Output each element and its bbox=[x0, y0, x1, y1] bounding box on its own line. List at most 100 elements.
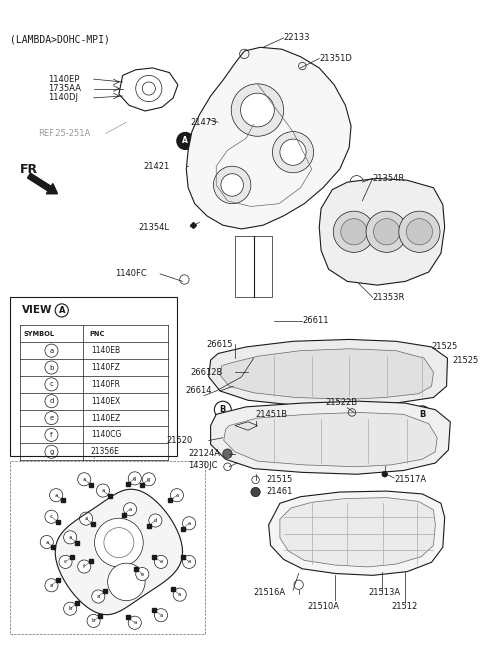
Circle shape bbox=[399, 211, 440, 252]
Text: 1140FZ: 1140FZ bbox=[91, 363, 120, 372]
Text: B: B bbox=[419, 410, 425, 419]
Circle shape bbox=[96, 484, 109, 497]
Polygon shape bbox=[55, 489, 182, 615]
Circle shape bbox=[136, 567, 149, 581]
Text: b: b bbox=[49, 365, 54, 371]
Text: 21510A: 21510A bbox=[307, 602, 339, 611]
Circle shape bbox=[45, 579, 58, 592]
Text: 26615: 26615 bbox=[207, 340, 233, 349]
Text: e: e bbox=[49, 415, 54, 421]
FancyArrow shape bbox=[27, 173, 58, 194]
Text: 26612B: 26612B bbox=[190, 367, 222, 377]
Text: A: A bbox=[59, 306, 65, 315]
Text: a: a bbox=[49, 348, 54, 354]
Text: b: b bbox=[92, 618, 96, 624]
Circle shape bbox=[373, 218, 400, 245]
Text: a: a bbox=[159, 613, 163, 618]
Circle shape bbox=[40, 536, 53, 549]
Circle shape bbox=[64, 602, 77, 615]
Text: 22124A: 22124A bbox=[188, 449, 220, 458]
Circle shape bbox=[170, 489, 183, 502]
Circle shape bbox=[366, 211, 407, 252]
Text: 21354R: 21354R bbox=[372, 174, 405, 183]
Bar bbox=[10, 461, 205, 634]
Circle shape bbox=[87, 614, 100, 628]
Text: REF.25-251A: REF.25-251A bbox=[38, 129, 91, 138]
Bar bbox=[10, 297, 177, 457]
Text: 21353R: 21353R bbox=[372, 293, 405, 302]
Circle shape bbox=[95, 518, 143, 567]
Circle shape bbox=[280, 139, 306, 166]
Circle shape bbox=[155, 555, 168, 569]
Text: 21515: 21515 bbox=[267, 475, 293, 485]
Text: d: d bbox=[154, 518, 157, 523]
Text: VIEW: VIEW bbox=[22, 305, 52, 315]
Text: a: a bbox=[69, 535, 72, 540]
Circle shape bbox=[214, 166, 251, 204]
Text: 21354L: 21354L bbox=[139, 222, 169, 232]
Circle shape bbox=[231, 84, 284, 136]
Text: a: a bbox=[50, 583, 53, 588]
Text: c: c bbox=[50, 514, 53, 519]
Circle shape bbox=[251, 487, 260, 496]
Text: 1735AA: 1735AA bbox=[48, 84, 81, 93]
Text: 21522B: 21522B bbox=[326, 398, 358, 407]
Text: 21512: 21512 bbox=[391, 602, 418, 611]
Text: 21356E: 21356E bbox=[91, 448, 120, 456]
Circle shape bbox=[155, 608, 168, 622]
Text: b: b bbox=[69, 606, 72, 611]
Text: a: a bbox=[45, 540, 48, 545]
Text: 21451B: 21451B bbox=[255, 410, 288, 419]
Circle shape bbox=[78, 473, 91, 486]
Circle shape bbox=[149, 514, 162, 527]
Text: a: a bbox=[188, 521, 191, 526]
Polygon shape bbox=[269, 491, 444, 575]
Circle shape bbox=[80, 512, 93, 525]
Text: 1140EX: 1140EX bbox=[91, 397, 120, 406]
Circle shape bbox=[333, 211, 374, 252]
Text: A: A bbox=[182, 136, 188, 146]
Text: a: a bbox=[133, 620, 136, 625]
Polygon shape bbox=[209, 340, 447, 407]
Polygon shape bbox=[224, 412, 437, 467]
Circle shape bbox=[273, 132, 313, 173]
Text: 21516A: 21516A bbox=[254, 588, 286, 596]
Text: a: a bbox=[84, 516, 88, 521]
Polygon shape bbox=[220, 349, 433, 399]
Circle shape bbox=[78, 560, 91, 573]
Text: 21421: 21421 bbox=[143, 162, 169, 171]
Circle shape bbox=[341, 218, 367, 245]
Text: g: g bbox=[147, 477, 151, 482]
Text: 22133: 22133 bbox=[284, 34, 310, 42]
Text: FR: FR bbox=[20, 163, 38, 175]
Text: 21525: 21525 bbox=[452, 355, 479, 365]
Polygon shape bbox=[280, 498, 435, 567]
Text: 1140FR: 1140FR bbox=[91, 380, 120, 389]
Text: SYMBOL: SYMBOL bbox=[24, 331, 55, 337]
Circle shape bbox=[240, 93, 274, 127]
Circle shape bbox=[173, 588, 186, 601]
Text: a: a bbox=[159, 559, 163, 565]
Circle shape bbox=[108, 563, 145, 600]
Text: c: c bbox=[64, 559, 67, 565]
Text: d: d bbox=[49, 399, 54, 404]
Text: f: f bbox=[84, 564, 85, 569]
Text: B: B bbox=[220, 405, 226, 414]
Circle shape bbox=[45, 510, 58, 523]
Text: 21473: 21473 bbox=[190, 118, 216, 126]
Text: 1140FC: 1140FC bbox=[115, 269, 147, 279]
Circle shape bbox=[182, 517, 196, 530]
Text: 1140EB: 1140EB bbox=[91, 346, 120, 355]
Text: a: a bbox=[101, 488, 105, 493]
Circle shape bbox=[182, 555, 196, 569]
Text: a: a bbox=[83, 477, 86, 482]
Circle shape bbox=[177, 132, 194, 150]
Text: 1140CG: 1140CG bbox=[91, 430, 121, 440]
Text: g: g bbox=[133, 476, 136, 481]
Circle shape bbox=[221, 173, 243, 196]
Text: e: e bbox=[141, 571, 144, 577]
Text: 21513A: 21513A bbox=[368, 588, 400, 596]
Circle shape bbox=[142, 473, 156, 486]
Text: 26611: 26611 bbox=[302, 316, 329, 325]
Circle shape bbox=[223, 449, 232, 458]
